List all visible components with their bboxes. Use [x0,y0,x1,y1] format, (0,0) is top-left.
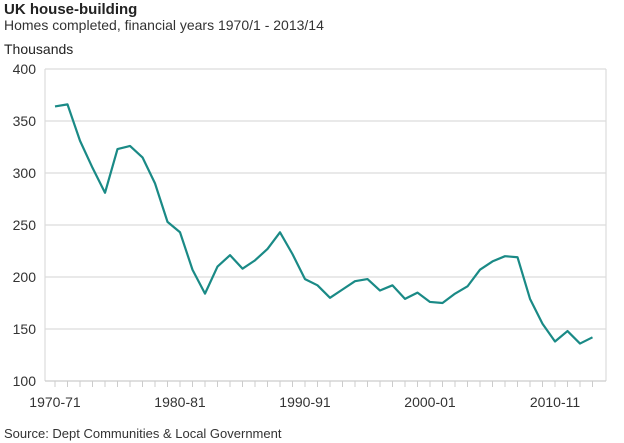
y-axis-label: Thousands [4,41,74,57]
source-note: Source: Dept Communities & Local Governm… [4,426,282,441]
y-tick-label: 150 [13,321,37,337]
x-tick-label: 1970-71 [29,394,81,410]
y-tick-label: 350 [13,113,37,129]
chart-subtitle: Homes completed, financial years 1970/1 … [4,17,324,33]
chart-title: UK house-building [4,1,138,18]
x-tick-label: 1980-81 [154,394,206,410]
y-tick-label: 400 [13,61,37,77]
y-tick-label: 200 [13,269,37,285]
series-line [54,103,593,345]
x-tick-label: 2010-11 [530,394,581,410]
x-tick-label: 2000-01 [404,394,456,410]
x-tick-label: 1990-91 [279,394,331,410]
y-tick-label: 300 [13,165,37,181]
y-tick-label: 250 [13,217,37,233]
y-tick-label: 100 [13,373,37,389]
